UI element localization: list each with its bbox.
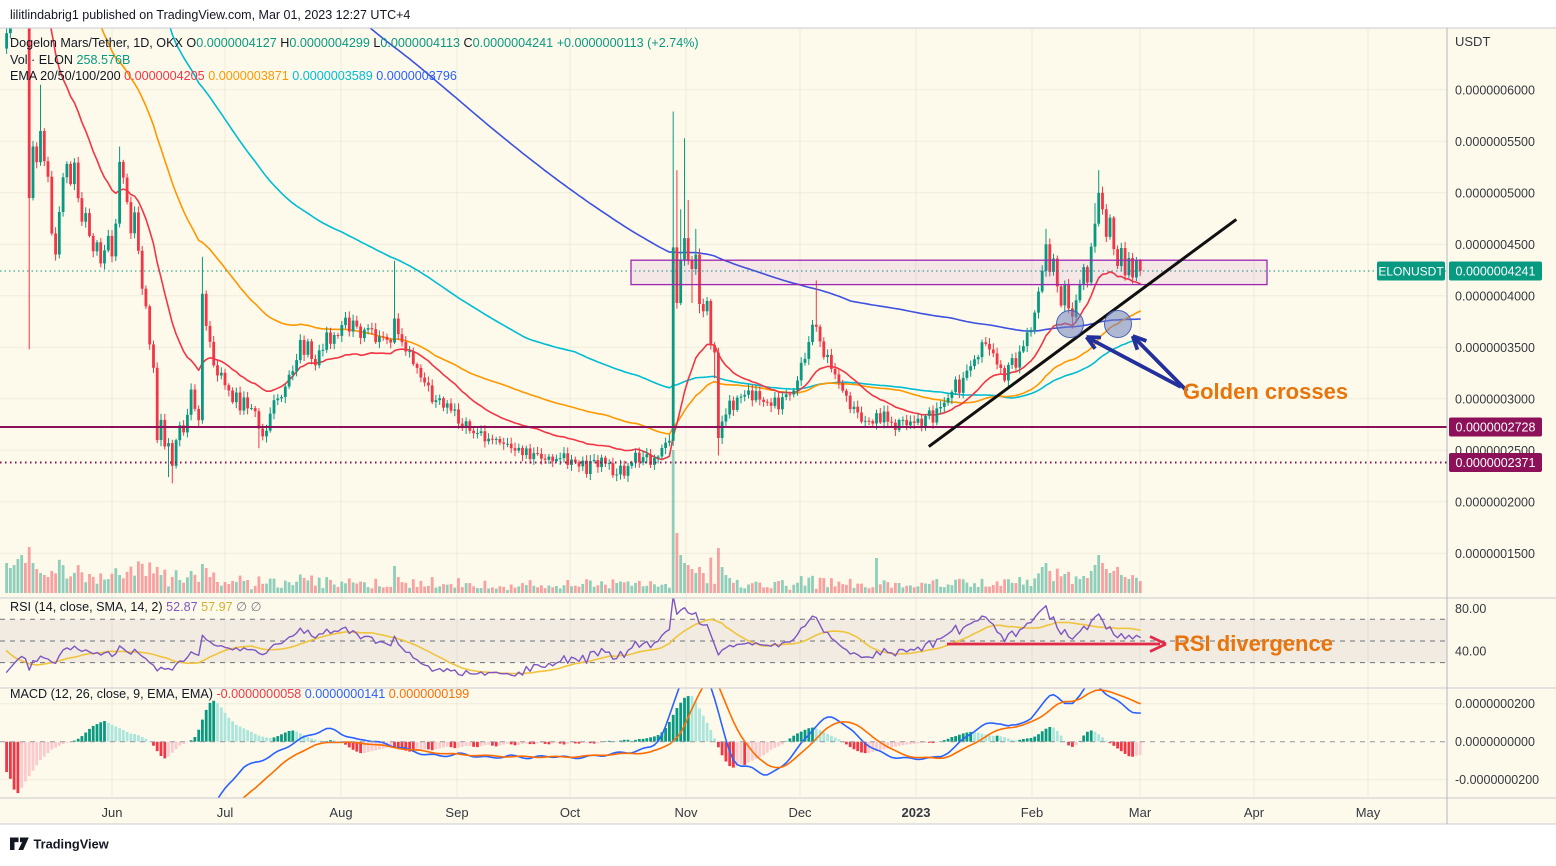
svg-text:0.0000004500: 0.0000004500: [1455, 238, 1535, 252]
svg-text:40.00: 40.00: [1455, 645, 1486, 659]
svg-text:Vol · ELON 258.576B: Vol · ELON 258.576B: [10, 53, 130, 67]
svg-text:Feb: Feb: [1021, 805, 1043, 820]
svg-text:2023: 2023: [902, 805, 931, 820]
svg-text:Dogelon Mars/Tether, 1D, OKX O: Dogelon Mars/Tether, 1D, OKX O0.00000041…: [10, 36, 699, 50]
svg-text:0.0000003000: 0.0000003000: [1455, 392, 1535, 406]
svg-text:Sep: Sep: [445, 805, 468, 820]
svg-text:0.0000001500: 0.0000001500: [1455, 547, 1535, 561]
svg-text:Jun: Jun: [102, 805, 123, 820]
svg-text:0.0000002371: 0.0000002371: [1456, 456, 1536, 470]
svg-text:Aug: Aug: [329, 805, 352, 820]
svg-text:0.0000000200: 0.0000000200: [1455, 697, 1535, 711]
svg-text:Mar: Mar: [1129, 805, 1152, 820]
svg-text:0.0000006000: 0.0000006000: [1455, 83, 1535, 97]
svg-text:ELONUSDT: ELONUSDT: [1378, 265, 1444, 279]
svg-text:TradingView: TradingView: [34, 837, 109, 852]
svg-text:May: May: [1356, 805, 1381, 820]
svg-text:lilitlindabrig1 published on T: lilitlindabrig1 published on TradingView…: [10, 8, 410, 22]
svg-text:0.0000002728: 0.0000002728: [1456, 421, 1536, 435]
svg-text:0.0000005500: 0.0000005500: [1455, 135, 1535, 149]
svg-text:Oct: Oct: [560, 805, 581, 820]
svg-text:RSI (14, close, SMA, 14, 2) 52: RSI (14, close, SMA, 14, 2) 52.87 57.97 …: [10, 600, 262, 614]
svg-text:0.0000005000: 0.0000005000: [1455, 186, 1535, 200]
svg-text:Golden crosses: Golden crosses: [1183, 379, 1348, 404]
svg-text:MACD (12, 26, close, 9, EMA, E: MACD (12, 26, close, 9, EMA, EMA) -0.000…: [10, 687, 469, 701]
svg-text:Apr: Apr: [1244, 805, 1265, 820]
svg-text:80.00: 80.00: [1455, 602, 1486, 616]
svg-text:Nov: Nov: [674, 805, 698, 820]
svg-text:0.0000002000: 0.0000002000: [1455, 495, 1535, 509]
svg-text:USDT: USDT: [1455, 34, 1490, 49]
svg-text:0.0000000000: 0.0000000000: [1455, 735, 1535, 749]
svg-text:0.0000004000: 0.0000004000: [1455, 289, 1535, 303]
svg-text:0.0000004241: 0.0000004241: [1456, 265, 1536, 279]
svg-text:Jul: Jul: [217, 805, 234, 820]
svg-text:0.0000003500: 0.0000003500: [1455, 341, 1535, 355]
svg-text:RSI divergence: RSI divergence: [1174, 631, 1333, 656]
svg-text:EMA 20/50/100/200 0.0000004205: EMA 20/50/100/200 0.0000004205 0.0000003…: [10, 69, 457, 83]
svg-text:Dec: Dec: [788, 805, 812, 820]
svg-text:-0.0000000200: -0.0000000200: [1455, 773, 1539, 787]
